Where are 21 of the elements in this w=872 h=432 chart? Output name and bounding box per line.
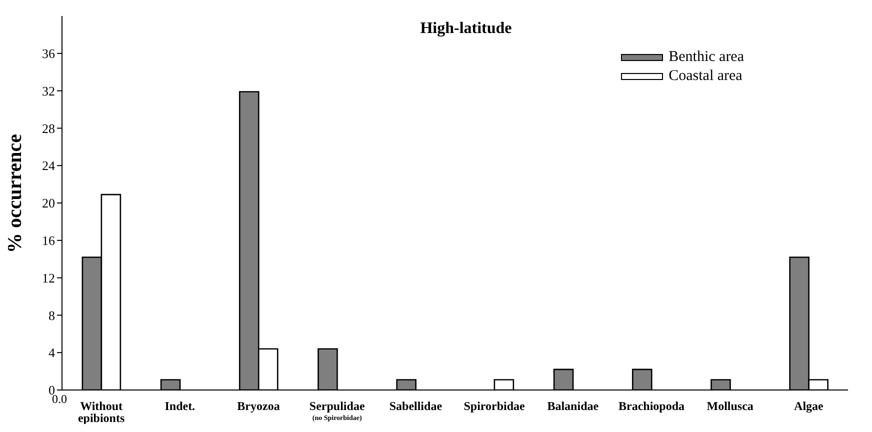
x-tick-label: Sabellidae [389, 399, 443, 413]
y-tick-label: 32 [42, 83, 55, 98]
y-tick-label: 20 [42, 196, 55, 211]
x-tick-label: Spirorbidae [464, 399, 526, 413]
x-tick-label: Mollusca [706, 399, 754, 413]
y-tick-label: 36 [42, 46, 56, 62]
y-tick-label: 28 [42, 120, 55, 136]
y-tick-label: 16 [42, 233, 56, 248]
x-tick-label: Bryozoa [237, 399, 280, 413]
x-tick-label: Algae [794, 399, 824, 413]
x-tick-label: Balanidae [547, 399, 600, 413]
chart-title: High-latitude [419, 20, 513, 38]
y-tick-label: 24 [42, 158, 56, 174]
legend-label: Benthic area [668, 49, 744, 66]
y-tick-label: 8 [48, 308, 55, 323]
x-tick-label: Brachiopoda [618, 399, 685, 413]
y-tick-label: 12 [42, 270, 55, 286]
legend-label: Coastal area [668, 68, 742, 85]
y-axis-title: % occurrence [4, 134, 26, 253]
y-tick-label: 4 [48, 345, 56, 360]
x-tick-label: Indet. [164, 399, 196, 413]
